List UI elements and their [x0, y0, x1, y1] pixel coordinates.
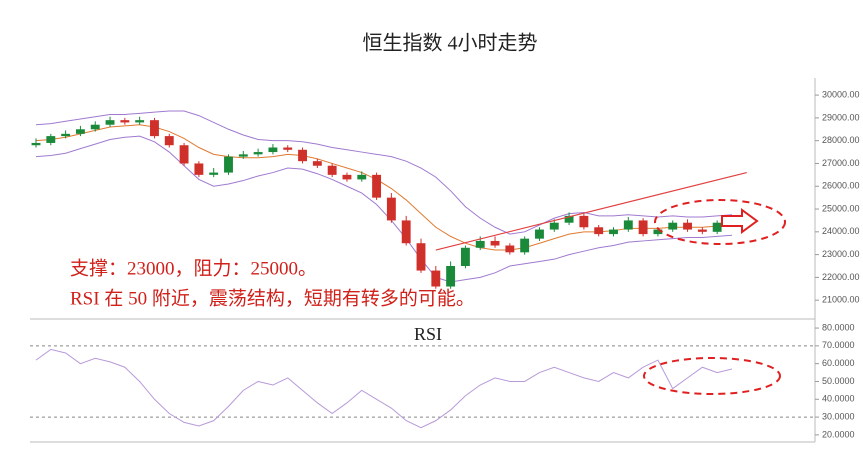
candle-body — [609, 229, 618, 235]
y-tick-label: 25000.00 — [822, 203, 860, 213]
candle-body — [460, 247, 470, 267]
y-tick-label: 27000.00 — [822, 158, 860, 168]
candle-body — [564, 215, 574, 223]
candle-body — [535, 229, 544, 239]
candle-body — [61, 133, 71, 137]
y-tick-label: 26000.00 — [822, 181, 860, 191]
candle-body — [312, 161, 322, 166]
candle-body — [179, 145, 189, 164]
trend-line — [435, 171, 747, 251]
candle-body — [653, 229, 663, 235]
band-line — [35, 135, 732, 283]
y-tick-label: 30.0000 — [822, 411, 855, 421]
annotation: RSI 在 50 附近，震荡结构，短期有转多的可能。 — [70, 287, 475, 309]
y-tick-label: 30000.00 — [822, 89, 860, 99]
candle-body — [357, 174, 367, 180]
y-tick-label: 70.0000 — [822, 340, 855, 350]
y-tick-label: 29000.00 — [822, 112, 860, 122]
candle-body — [505, 245, 515, 253]
candle-body — [475, 240, 485, 248]
y-tick-label: 50.0000 — [822, 376, 855, 386]
highlight-ellipse — [643, 357, 781, 395]
candle-body — [46, 136, 56, 143]
candle-body — [520, 238, 530, 253]
candle-body — [135, 120, 145, 123]
candle-body — [238, 154, 248, 157]
candle-body — [194, 163, 204, 175]
candle-body — [579, 215, 589, 228]
highlight-ellipse — [654, 199, 786, 245]
candle-body — [431, 270, 441, 287]
candle-body — [372, 174, 382, 198]
y-tick-label: 21000.00 — [822, 295, 860, 305]
candle-body — [697, 229, 707, 232]
candle-body — [75, 129, 85, 134]
candle-body — [298, 149, 307, 162]
candle-body — [623, 220, 633, 230]
rsi-title: RSI — [414, 324, 442, 344]
arrow — [721, 208, 759, 234]
annotation: 支撑：23000，阻力：25000。 — [70, 257, 317, 279]
candle-body — [683, 222, 692, 230]
y-tick-label: 40.0000 — [822, 394, 855, 404]
candle-body — [401, 220, 411, 244]
candle-body — [283, 147, 293, 150]
y-tick-label: 24000.00 — [822, 226, 860, 236]
candle-body — [668, 222, 678, 230]
candle-body — [31, 142, 41, 146]
candle-body — [446, 266, 456, 287]
candle-body — [150, 120, 159, 137]
band-line — [35, 110, 732, 235]
y-tick-label: 80.0000 — [822, 322, 855, 332]
candle-body — [120, 120, 130, 123]
rsi-line — [35, 348, 733, 429]
chart-title: 恒生指数 4小时走势 — [363, 32, 538, 55]
candle-body — [342, 174, 352, 180]
candle-body — [90, 124, 100, 130]
candle-body — [416, 243, 426, 271]
y-tick-label: 22000.00 — [822, 272, 860, 282]
candle-body — [253, 152, 263, 155]
y-tick-label: 23000.00 — [822, 249, 860, 259]
candle-body — [638, 220, 648, 235]
candle-body — [209, 172, 219, 175]
candle-body — [594, 227, 604, 235]
y-tick-label: 28000.00 — [822, 135, 860, 145]
candle-body — [105, 120, 115, 125]
candle-body — [386, 197, 396, 221]
candle-body — [224, 156, 233, 173]
candle-body — [164, 136, 174, 146]
candle-body — [327, 165, 337, 175]
candle-body — [712, 222, 722, 232]
plot-layer: 21000.00 22000.00 23000.00 24000.00 25000.00… — [30, 89, 860, 439]
y-tick-label: 20.0000 — [822, 429, 855, 439]
y-tick-label: 60.0000 — [822, 358, 855, 368]
candle-body — [268, 147, 278, 153]
candle-body — [490, 240, 500, 246]
candle-body — [549, 222, 559, 230]
